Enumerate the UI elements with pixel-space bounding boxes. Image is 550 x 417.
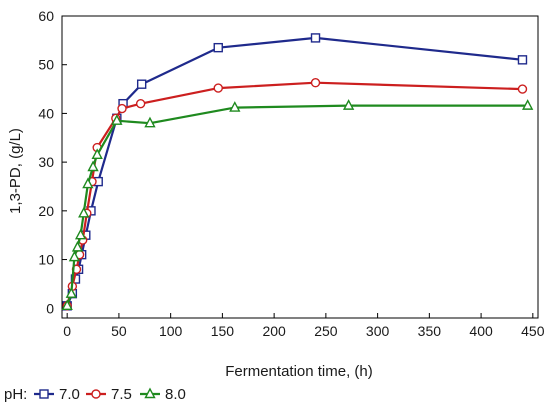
x-tick-label: 100 [159,323,183,339]
data-point-square [310,33,321,43]
y-tick-label: 50 [38,57,54,73]
x-tick-label: 150 [211,323,235,339]
data-point-circle [310,78,321,88]
x-tick-label: 200 [262,323,286,339]
series-line [66,36,523,307]
y-tick-label: 30 [38,154,54,170]
x-axis-title: Fermentation time, (h) [225,363,373,380]
data-point-square [213,42,223,53]
legend-marker-triangle [144,387,156,399]
data-point-triangle [229,101,241,112]
y-tick-label: 60 [38,8,54,24]
data-point-triangle [71,240,84,252]
x-tick-label: 250 [314,323,338,339]
legend-marker-circle [91,389,101,399]
series-7-0 [62,33,528,311]
legend-label: 7.0 [59,386,80,403]
y-tick-label: 40 [38,105,54,121]
data-point-triangle [65,287,77,298]
y-tick-label: 10 [38,252,54,268]
legend-label: 8.0 [165,386,186,403]
x-tick-label: 50 [111,323,127,339]
data-point-circle [117,103,127,114]
plot-area: 0 50 100 150 200 250 300 350 400 450 0 10 20 30 40 50 60 [38,8,544,339]
y-tick-label: 20 [38,203,54,219]
x-tick-label: 400 [469,323,493,339]
legend: pH: 7.0 7.5 8.0 [4,386,186,403]
data-point-triangle [342,99,355,110]
data-point-triangle [87,160,99,172]
plot-frame [61,15,539,319]
data-point-triangle [111,114,123,125]
data-point-triangle [68,250,81,262]
series-8-0 [61,99,534,311]
data-point-triangle [78,206,90,218]
data-point-triangle [74,228,87,240]
series-7-5 [62,78,528,311]
data-point-circle [517,84,528,94]
data-point-triangle [82,177,94,189]
x-tick-label: 350 [418,323,442,339]
data-point-circle [135,98,146,109]
x-tick-label: 450 [521,323,545,339]
y-axis-title: 1,3-PD, (g/L) [7,128,24,214]
series-line [66,104,528,307]
data-point-triangle [144,116,156,128]
data-point-circle [213,83,223,93]
legend-label: 7.5 [111,386,132,403]
data-point-triangle [91,148,103,160]
series-line [66,81,523,307]
legend-prefix: pH: [4,386,27,403]
legend-marker-square [39,389,49,399]
data-point-triangle [61,299,73,311]
data-point-square [517,55,528,65]
x-tick-label: 0 [63,323,71,339]
data-point-square [136,79,147,89]
x-tick-label: 300 [366,323,390,339]
y-tick-label: 0 [46,300,54,316]
data-point-triangle [521,99,534,110]
